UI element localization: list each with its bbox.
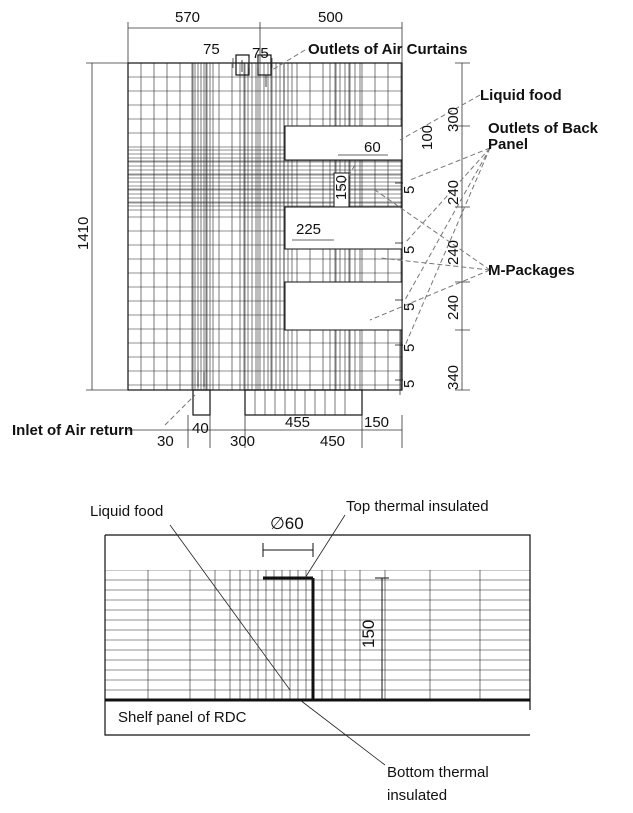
dim-label: 150 <box>359 620 378 648</box>
dim-label: 75 <box>203 41 220 58</box>
bottom-outline: Liquid food Top thermal insulated ∅60 15… <box>90 498 530 804</box>
dim-label: 100 <box>419 125 436 150</box>
dim-label: 300 <box>230 433 255 450</box>
bottom-mesh <box>105 535 530 700</box>
gap-label: 5 <box>401 380 418 388</box>
annotation: Liquid food <box>480 87 562 104</box>
annotation: Shelf panel of RDC <box>118 709 247 726</box>
top-outline <box>128 55 402 415</box>
dim-label: 455 <box>285 414 310 431</box>
dim-label: 240 <box>445 180 462 205</box>
annotation: Outlets of Back <box>488 120 599 137</box>
annotation: Panel <box>488 136 528 153</box>
annotation: insulated <box>387 787 447 804</box>
dim-label: 150 <box>333 175 350 200</box>
dim-label: 40 <box>192 420 209 437</box>
dim-label: 340 <box>445 365 462 390</box>
dim-label: 570 <box>175 9 200 26</box>
dim-label: 300 <box>445 107 462 132</box>
dim-label: 1410 <box>75 217 92 250</box>
dim-label: 225 <box>296 221 321 238</box>
dim-label: 500 <box>318 9 343 26</box>
gap-label: 5 <box>401 344 418 352</box>
annotation: Top thermal insulated <box>346 498 489 515</box>
dim-label: 30 <box>157 433 174 450</box>
gap-label: 5 <box>401 303 418 311</box>
dim-label: 240 <box>445 240 462 265</box>
top-labels: 570 500 75 75 1410 300 100 60 150 225 24… <box>12 9 599 450</box>
dim-label: 75 <box>252 45 269 62</box>
annotation: Liquid food <box>90 503 163 520</box>
annotation: Inlet of Air return <box>12 422 133 439</box>
dim-label: 240 <box>445 295 462 320</box>
dim-label: ∅60 <box>270 514 304 533</box>
gap-label: 5 <box>401 246 418 254</box>
gap-label: 5 <box>401 186 418 194</box>
dim-label: 60 <box>364 139 381 156</box>
annotation: Outlets of Air Curtains <box>308 41 467 58</box>
page: 570 500 75 75 1410 300 100 60 150 225 24… <box>0 0 633 808</box>
annotation: Bottom thermal <box>387 764 489 781</box>
dim-label: 150 <box>364 414 389 431</box>
annotation: M-Packages <box>488 262 575 279</box>
dim-label: 450 <box>320 433 345 450</box>
